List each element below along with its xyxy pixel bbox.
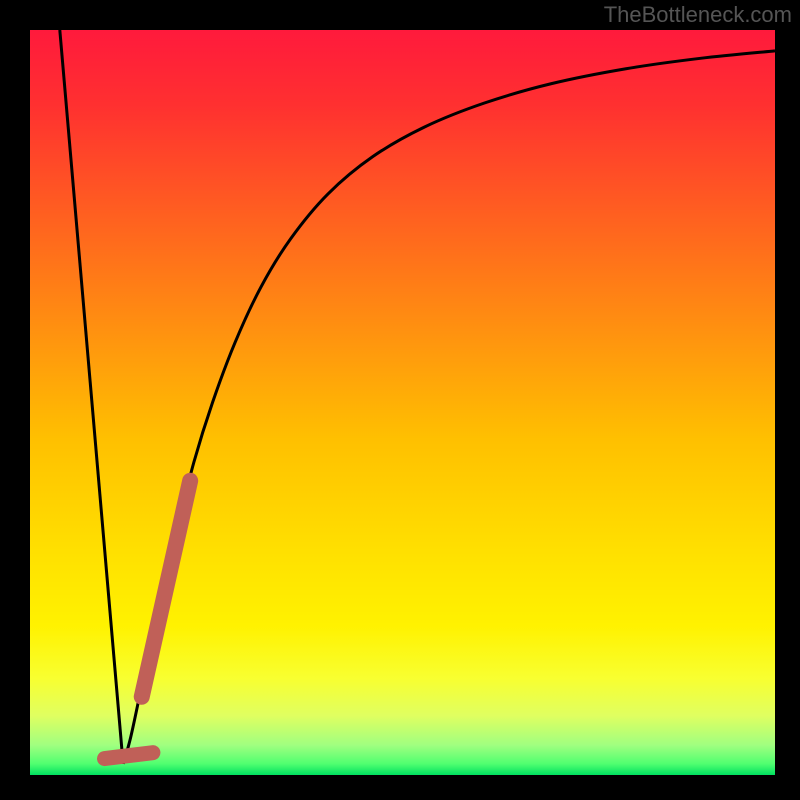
highlight-foot xyxy=(105,753,153,759)
highlight-segment xyxy=(142,481,190,697)
right-asymptotic-curve xyxy=(123,51,775,764)
watermark-text: TheBottleneck.com xyxy=(604,2,792,28)
left-falling-line xyxy=(60,30,123,764)
plot-area xyxy=(30,30,775,775)
chart-container: TheBottleneck.com xyxy=(0,0,800,800)
bottleneck-curves xyxy=(30,30,775,775)
